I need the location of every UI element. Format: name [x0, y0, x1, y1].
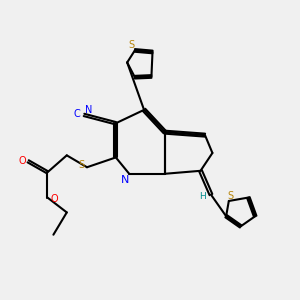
Text: S: S: [129, 40, 135, 50]
Text: N: N: [85, 106, 92, 116]
Text: S: S: [78, 160, 84, 170]
Text: N: N: [121, 175, 129, 185]
Text: H: H: [199, 192, 206, 201]
Text: O: O: [19, 156, 27, 166]
Text: C: C: [73, 109, 80, 119]
Text: O: O: [50, 194, 58, 204]
Text: S: S: [227, 190, 233, 201]
